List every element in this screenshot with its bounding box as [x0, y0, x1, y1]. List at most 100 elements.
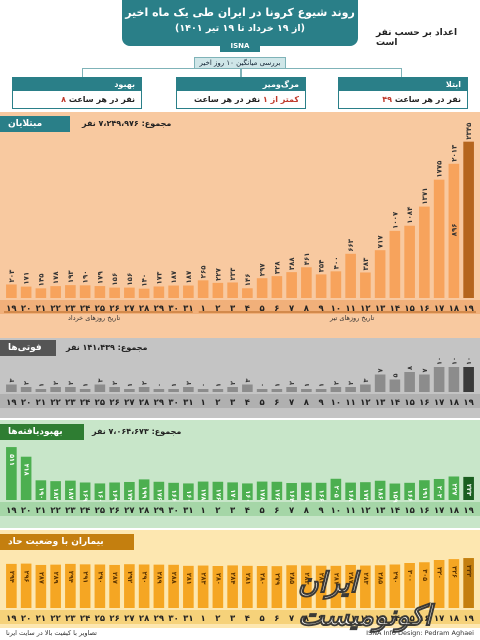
bar-value-label: ۱۶۴: [288, 490, 296, 502]
bar: [360, 482, 371, 500]
bar: [345, 387, 356, 392]
tick-label: ۳۱: [183, 506, 193, 516]
bar: [79, 389, 91, 392]
bar: [138, 387, 150, 392]
bar-value-label: ۱۷۶: [155, 489, 163, 501]
bar: [256, 481, 268, 500]
bar-value-label: ۲: [67, 381, 75, 385]
bar: [197, 565, 209, 608]
bar-value-label: ۲۹۲: [126, 571, 134, 583]
summary-recovery: بهبود ۸ نفر در هر ساعت: [12, 77, 142, 109]
tick-label: ۲۴: [80, 614, 90, 624]
tick-label: ۱۹: [463, 304, 474, 314]
tick-label: ۱۷: [434, 614, 445, 624]
bar: [301, 482, 312, 500]
bar: [301, 565, 312, 608]
tick-label: ۱۲: [360, 614, 371, 624]
bar-value-label: ۴۱۸: [23, 464, 31, 476]
bar: [271, 389, 283, 392]
bar-value-label: ۸: [406, 366, 414, 370]
tick-label: ۲۴: [80, 506, 90, 516]
bar: [315, 389, 327, 392]
bar: [79, 482, 91, 500]
tick-label: ۱۵: [404, 398, 414, 408]
bar: [227, 482, 238, 500]
bar-value-label: ۱۴۵: [37, 273, 45, 287]
tick-label: ۲۳: [65, 614, 76, 624]
bar-value-label: ۱: [273, 383, 281, 387]
tick-label: ۴: [245, 506, 250, 516]
bar-value-label: ۲: [23, 381, 31, 385]
tick-label: ۳۰: [168, 506, 178, 516]
bar-value-label: ۱۴۰: [141, 274, 149, 287]
tick-label: ۲۰: [21, 614, 31, 624]
bar: [94, 286, 106, 298]
bar-value-label: ۱۴۶: [244, 273, 252, 286]
tick-label: ۱۱: [345, 398, 355, 408]
tick-label: ۱۱: [345, 614, 355, 624]
bar: [286, 387, 297, 392]
tick-label: ۳۰: [168, 304, 178, 314]
bar: [256, 566, 268, 608]
bar: [330, 271, 342, 298]
bar: [404, 563, 415, 608]
tick-label: ۲۳: [65, 304, 76, 314]
bar-value-label: ۲: [347, 381, 355, 385]
bar-value-label: ۱۹۰: [37, 487, 45, 499]
tick-label: ۳۱: [183, 614, 193, 624]
tick-label: ۹: [319, 398, 325, 408]
bar-value-label: ۲۸۴: [229, 572, 237, 584]
bar: [374, 250, 386, 298]
bar-value-label: ۱۳۷۱: [421, 188, 429, 205]
watermark-logo: ایران اکونومیست: [298, 566, 433, 633]
tick-label: ۵: [260, 398, 265, 408]
bar: [124, 287, 135, 298]
bar: [168, 482, 179, 500]
bar: [35, 480, 47, 500]
bar-value-label: ۱۸۷: [67, 488, 75, 500]
tick-label: ۸: [304, 398, 310, 408]
bar-value-label: ۲: [52, 381, 60, 385]
bar: [242, 288, 253, 298]
bar-value-label: ۲۸۱: [332, 573, 340, 585]
bar-value-label: ۱۶۶: [406, 490, 414, 502]
bar: [374, 480, 386, 500]
tick-label: ۲۲: [50, 398, 61, 408]
tick-label: ۶: [274, 506, 279, 516]
bar-value-label: ۳: [362, 379, 370, 383]
tick-label: ۳: [230, 506, 236, 516]
bar-value-label: ۱۰: [465, 357, 473, 365]
infection-panel: مبتلایان مجموع: ۷،۲۴۹،۹۷۶ نفر ۲۰۳ ۱۹ ۱۷۱ ۲۰…: [0, 112, 480, 338]
bar-value-label: ۱۷۳: [155, 271, 163, 285]
bar: [138, 564, 150, 608]
bar: [197, 389, 209, 392]
bar: [168, 285, 179, 298]
bar-value-label: ۲۸۸: [170, 572, 178, 584]
bar-value-label: ۱۹۹: [141, 486, 149, 498]
bar: [65, 387, 76, 392]
tick-label: ۱۱: [345, 506, 355, 516]
tick-label: ۲۳: [65, 506, 76, 516]
tick-label: ۱۰: [331, 304, 341, 314]
month-label-khordad: تاریخ روزهای خرداد: [68, 314, 121, 322]
bar: [109, 387, 120, 392]
bar: [463, 141, 474, 298]
bar-value-label: ۳۲۸: [273, 261, 281, 275]
bar: [374, 374, 386, 392]
bar-value-label: ۱۷۱: [23, 272, 31, 285]
bar: [419, 206, 430, 298]
tick-label: ۲۸: [139, 398, 150, 408]
bar-value-label: ۲۹۷: [259, 263, 267, 277]
bar: [301, 389, 312, 392]
bar: [109, 287, 120, 298]
tick-label: ۲۷: [124, 506, 135, 516]
bar-value-label: ۲۹۰: [141, 572, 149, 584]
infection-total: مجموع: ۷،۲۴۹،۹۷۶ نفر: [82, 119, 172, 128]
bar: [65, 285, 76, 298]
tick-label: ۱۶: [419, 398, 429, 408]
bar-value-label: ۲۷۹: [273, 573, 281, 585]
header: روند شیوع کرونا در ایران طی یک ماه اخیر …: [0, 0, 480, 112]
bar-value-label: ۱۸۷: [170, 270, 178, 284]
bar-value-label: ۴۰۰: [332, 257, 340, 270]
tick-label: ۹: [319, 506, 325, 516]
